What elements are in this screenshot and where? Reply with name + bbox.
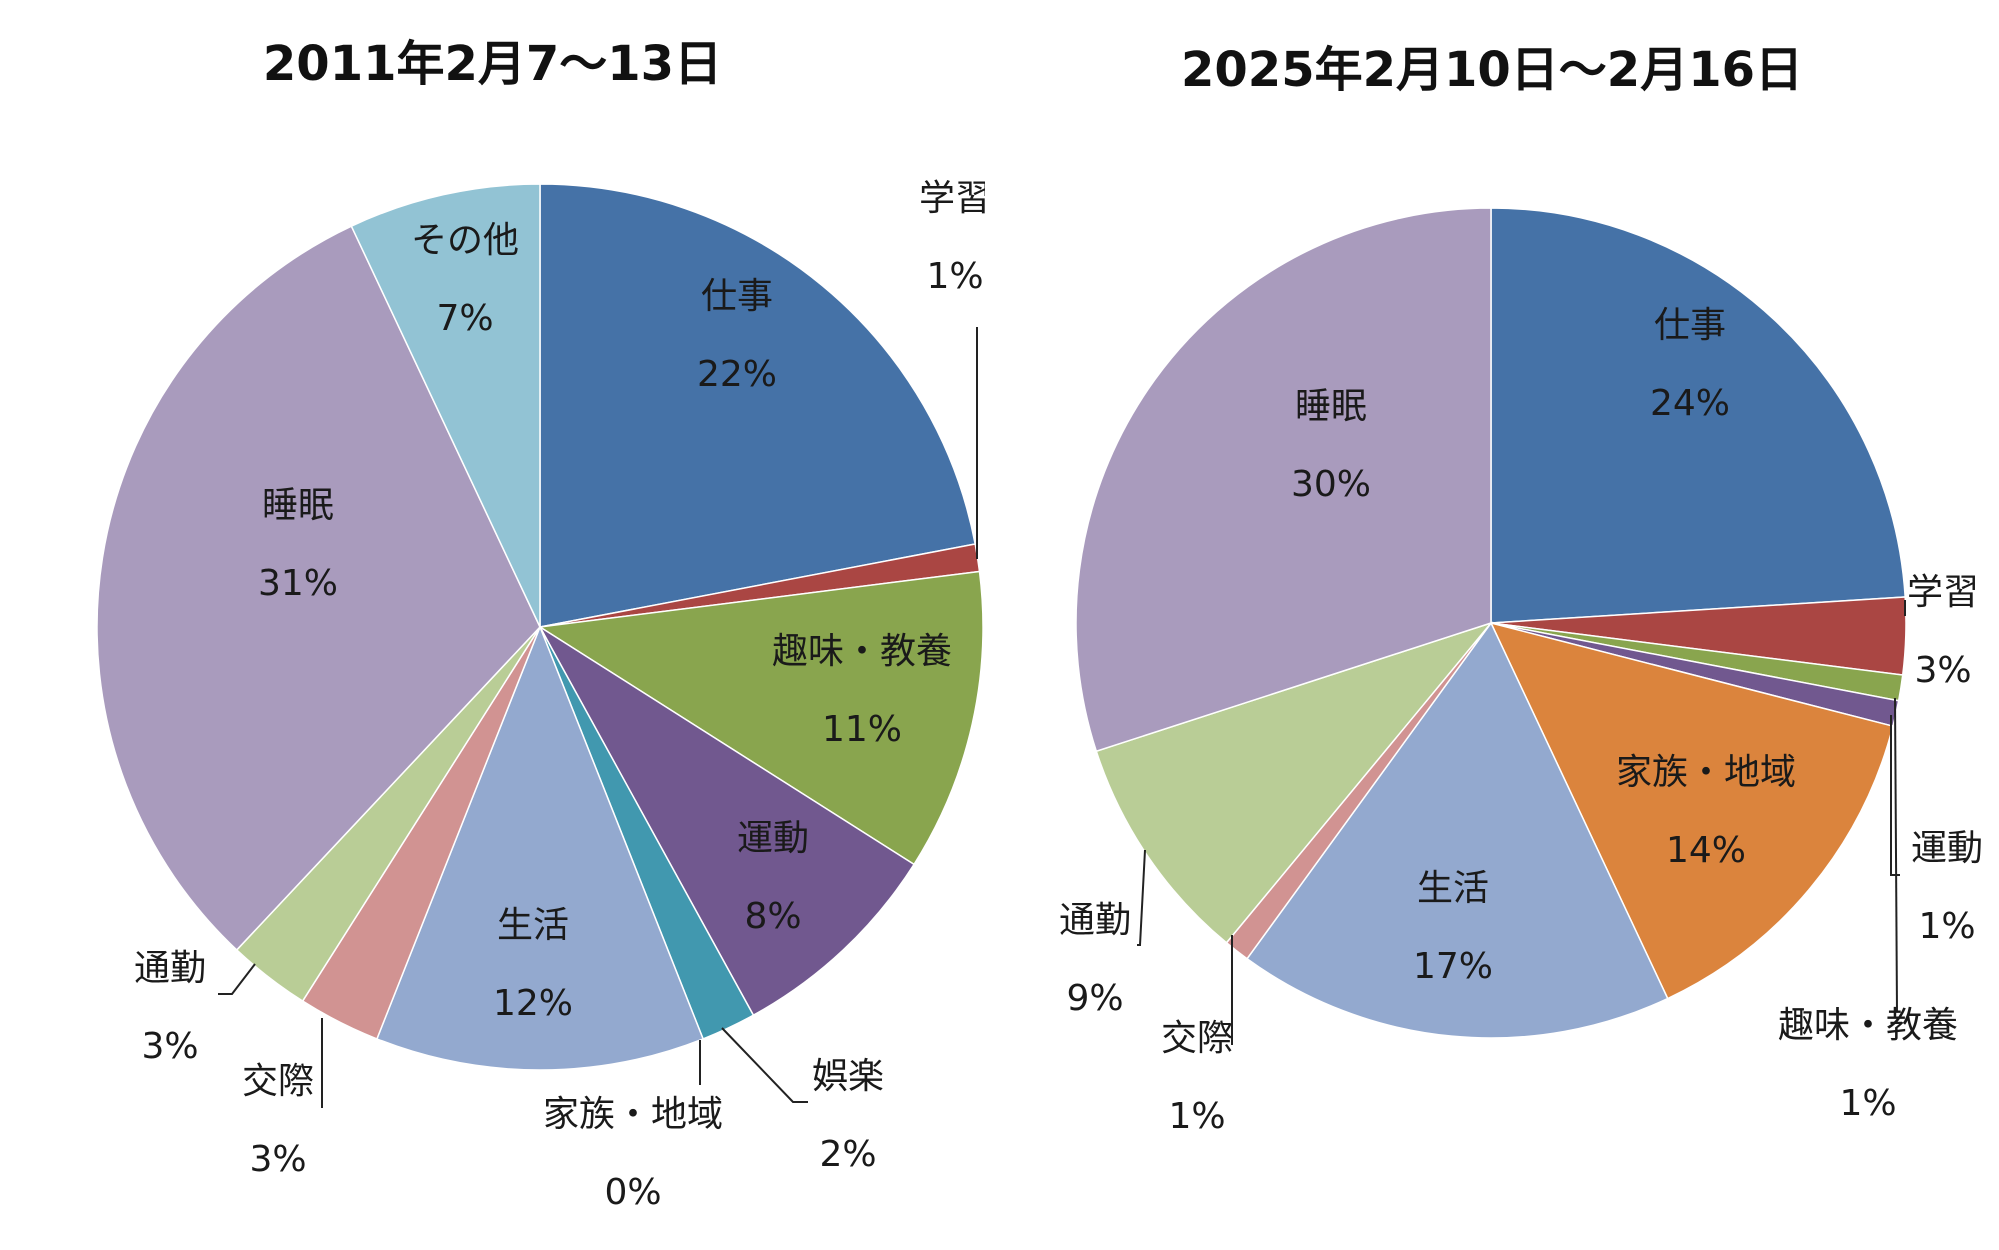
slice-label: 家族・地域 [1616,752,1796,793]
slice-label: 通勤 [134,948,206,989]
leader-line [1894,697,1898,1013]
leader-line [721,1027,808,1103]
slice-label: 交際 [242,1061,314,1102]
pie-slice-2025-7 [1095,621,1494,944]
chart-title-2025: 2025年2月10日～2月16日 [1181,42,1803,98]
slice-label: 交際 [1161,1018,1233,1059]
slice-label: 睡眠 [1295,386,1367,427]
chart-title-2011: 2011年2月7～13日 [262,36,723,92]
slice-percent-label: 1% [1168,1096,1225,1137]
slice-label: 学習 [1907,572,1979,613]
slice-percent-label: 11% [822,709,902,750]
slice-percent-label: 3% [249,1139,306,1180]
slice-percent-label: 12% [493,983,573,1024]
slice-percent-label: 31% [258,563,338,604]
pie-chart-2011: 仕事 22% 学習 1% 趣味・教養 11% 運動 8% 娯楽 2% 家族・地域 0% 生活 12% 交際 3… [96,178,985,1213]
slice-label: 生活 [497,905,569,946]
slice-percent-label: 17% [1413,946,1493,987]
slice-percent-label: 14% [1666,830,1746,871]
slice-percent-label: 7% [436,298,493,339]
slice-label: 仕事 [701,276,773,317]
leader-line [1137,849,1146,946]
slice-percent-label: 3% [1914,650,1971,691]
pie-slice-2011-2 [537,570,984,866]
slice-percent-label: 2% [819,1134,876,1175]
slice-label: 睡眠 [262,485,334,526]
slice-percent-label: 1% [926,256,983,297]
chart-panel-2025: 2025年2月10日～2月16日 仕事 24% 学習 3% 趣味・教養 1% 運動 1% 家族・… [985,0,1999,1250]
leader-line [1890,715,1900,876]
slice-label: 趣味・教養 [1778,1005,1958,1046]
pie-slice-2011-9 [96,225,541,951]
slice-percent-label: 9% [1066,978,1123,1019]
slice-label: 娯楽 [812,1056,884,1097]
slice-percent-label: 1% [1918,906,1975,947]
slice-label: 趣味・教養 [772,631,952,672]
pie-slice-2025-8 [1075,207,1492,753]
leader-line [218,963,256,995]
pie-slice-2025-4 [1489,621,1894,1000]
pie-slice-2011-3 [539,626,916,1017]
slice-percent-label: 1% [1839,1083,1896,1124]
slice-label: 生活 [1417,868,1489,909]
slice-percent-label: 22% [697,354,777,395]
pie-chart-2025: 仕事 24% 学習 3% 趣味・教養 1% 運動 1% 家族・地域 14% 生活 17% 交際 1% 通勤 9… [1059,207,1983,1137]
pie-slice-2011-0 [539,183,977,628]
pie-slice-2011-6 [375,624,705,1071]
slice-percent-label: 3% [141,1026,198,1067]
slice-label: 通勤 [1059,900,1131,941]
slice-label: 運動 [1911,828,1983,869]
slice-percent-label: 24% [1650,383,1730,424]
slice-label: 仕事 [1654,305,1726,346]
slice-label: 学習 [919,178,985,219]
slice-percent-label: 0% [604,1172,661,1213]
slice-percent-label: 8% [744,896,801,937]
slice-label: その他 [411,220,519,261]
chart-panel-2011: 2011年2月7～13日 仕事 22% 学習 1% 趣味・教養 11% 運動 8% 娯楽 2% 家族… [0,0,985,1250]
slice-label: 運動 [737,818,809,859]
pie-slice-2025-0 [1490,207,1906,624]
pie-slice-2025-5 [1246,621,1669,1039]
slice-percent-label: 30% [1291,464,1371,505]
pie-slice-2011-10 [350,183,541,628]
slice-label: 家族・地域 [543,1094,723,1135]
